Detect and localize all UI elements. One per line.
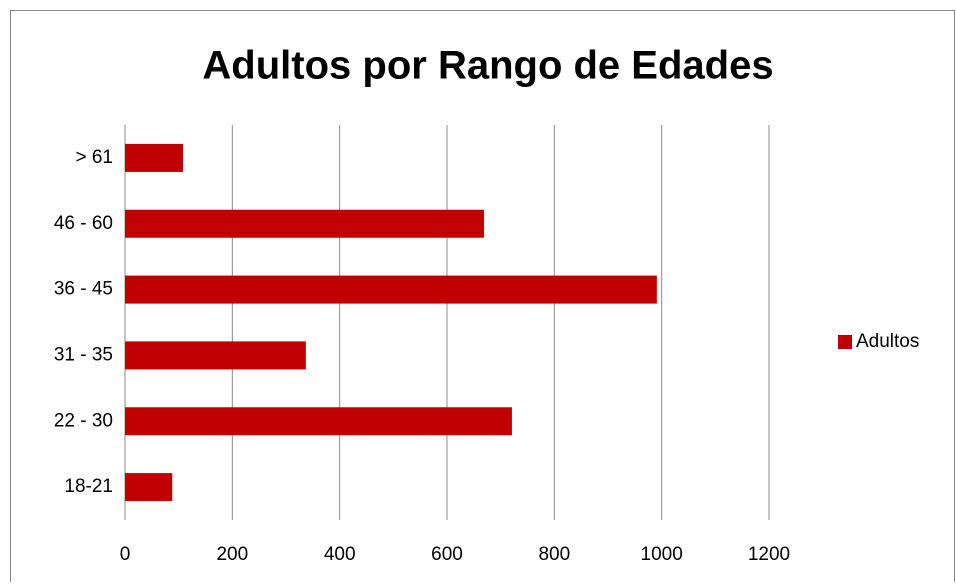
x-tick-label: 400 (324, 544, 356, 565)
x-tick-label: 1000 (641, 544, 683, 565)
x-tick-label: 0 (120, 544, 131, 565)
bar (125, 143, 183, 172)
bar (125, 473, 173, 502)
chart-title: Adultos por Rango de Edades (202, 44, 773, 88)
y-tick-label: 31 - 35 (54, 344, 113, 365)
x-tick-label: 1200 (748, 544, 790, 565)
x-tick-label: 200 (216, 544, 248, 565)
legend-label: Adultos (856, 331, 919, 352)
x-tick-label: 600 (431, 544, 463, 565)
legend-swatch (838, 335, 852, 349)
y-tick-label: 22 - 30 (54, 410, 113, 431)
y-tick-label: 36 - 45 (54, 279, 113, 300)
bar (125, 209, 485, 238)
y-tick-label: > 61 (75, 147, 113, 168)
y-tick-label: 18-21 (64, 476, 113, 497)
bar (125, 407, 512, 436)
bar (125, 341, 306, 370)
bar (125, 275, 657, 304)
y-tick-label: 46 - 60 (54, 213, 113, 234)
x-tick-label: 800 (538, 544, 570, 565)
